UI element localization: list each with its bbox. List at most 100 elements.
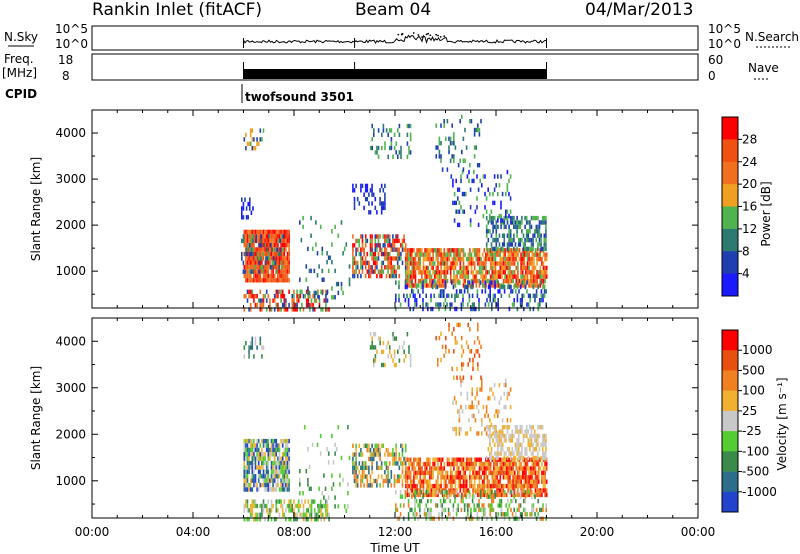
data-cell xyxy=(427,461,430,467)
data-cell xyxy=(243,294,246,299)
data-cell xyxy=(369,265,372,270)
data-cell xyxy=(288,517,290,522)
data-cell xyxy=(254,264,257,270)
velocity-colorbar-swatch xyxy=(722,491,738,513)
data-cell xyxy=(545,447,547,452)
data-cell xyxy=(395,238,397,244)
power-colorbar-swatch xyxy=(722,161,738,185)
data-cell xyxy=(313,508,316,513)
data-cell xyxy=(535,229,538,234)
data-cell xyxy=(491,306,493,312)
data-cell xyxy=(374,448,377,453)
data-cell xyxy=(283,447,286,453)
data-cell xyxy=(382,201,385,206)
data-cell xyxy=(473,178,475,184)
data-cell xyxy=(401,243,404,248)
data-cell xyxy=(440,123,442,128)
data-cell xyxy=(241,251,243,257)
velocity-colorbar-tick-label: -1000 xyxy=(742,485,777,499)
data-cell xyxy=(525,457,527,462)
data-cell xyxy=(453,492,455,498)
data-cell xyxy=(269,278,271,283)
data-cell xyxy=(243,482,246,488)
data-cell xyxy=(525,479,527,484)
data-cell xyxy=(265,260,267,266)
data-cell xyxy=(445,335,447,341)
data-cell xyxy=(491,490,493,495)
data-cell xyxy=(497,492,500,498)
time-tick-label: 12:00 xyxy=(378,525,413,539)
data-cell xyxy=(461,270,463,275)
data-cell xyxy=(473,306,475,312)
data-cell xyxy=(498,233,501,238)
data-cell xyxy=(502,270,505,275)
data-cell xyxy=(277,273,279,279)
data-cell xyxy=(494,470,497,476)
data-cell xyxy=(251,499,254,504)
data-cell xyxy=(400,154,402,159)
data-cell xyxy=(310,233,312,238)
data-cell xyxy=(508,425,510,430)
data-cell xyxy=(531,490,533,495)
data-cell xyxy=(535,224,538,230)
data-cell xyxy=(372,452,375,457)
data-cell xyxy=(437,492,439,498)
data-cell xyxy=(264,474,266,479)
data-cell xyxy=(528,283,530,288)
data-cell xyxy=(444,306,447,312)
data-cell xyxy=(515,492,518,498)
data-cell xyxy=(501,233,504,238)
data-cell xyxy=(275,474,278,479)
data-cell xyxy=(543,442,546,447)
data-cell xyxy=(506,183,509,188)
data-cell xyxy=(501,492,503,498)
data-cell xyxy=(331,229,333,234)
data-cell xyxy=(490,433,493,439)
data-cell xyxy=(273,438,276,444)
data-cell xyxy=(327,268,330,274)
data-cell xyxy=(503,455,506,461)
data-cell xyxy=(443,256,446,262)
data-cell xyxy=(515,516,517,521)
data-cell xyxy=(266,247,269,252)
data-cell xyxy=(481,431,483,436)
data-cell xyxy=(379,483,381,488)
cpid-value: twofsound 3501 xyxy=(245,90,354,104)
data-cell xyxy=(447,507,450,513)
data-cell xyxy=(424,479,426,484)
data-cell xyxy=(355,265,357,270)
data-cell xyxy=(519,512,522,517)
data-cell xyxy=(529,512,531,517)
data-cell xyxy=(261,256,263,261)
data-cell xyxy=(532,433,534,439)
data-cell xyxy=(332,295,335,300)
data-cell xyxy=(281,469,284,475)
data-cell xyxy=(256,517,258,522)
data-cell xyxy=(408,252,410,257)
data-cell xyxy=(286,482,289,488)
data-cell xyxy=(385,478,388,484)
data-cell xyxy=(443,461,446,467)
data-cell xyxy=(243,307,246,312)
data-cell xyxy=(379,243,381,248)
data-cell xyxy=(422,302,424,307)
data-cell xyxy=(246,269,249,274)
data-cell xyxy=(382,362,385,368)
data-cell xyxy=(454,298,456,303)
data-cell xyxy=(504,261,506,266)
data-cell xyxy=(541,475,543,480)
data-cell xyxy=(422,475,425,480)
data-cell xyxy=(374,150,377,155)
data-cell xyxy=(408,349,410,354)
data-cell xyxy=(272,474,274,479)
data-cell xyxy=(433,283,436,288)
data-cell xyxy=(503,490,506,495)
data-cell xyxy=(249,307,252,312)
data-cell xyxy=(545,252,548,257)
data-cell xyxy=(513,220,515,225)
data-cell xyxy=(425,265,428,271)
data-cell xyxy=(459,280,461,285)
data-cell xyxy=(355,456,357,462)
data-cell xyxy=(264,469,266,475)
data-cell xyxy=(465,479,468,484)
